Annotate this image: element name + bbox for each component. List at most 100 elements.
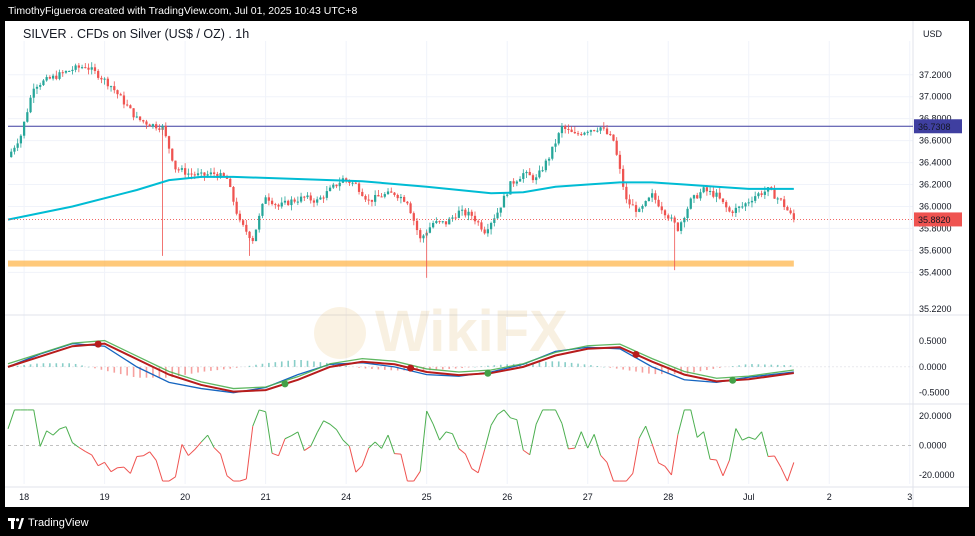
osc-segment (297, 431, 305, 451)
symbol-title[interactable]: SILVER . CFDs on Silver (US$ / OZ) . 1h (23, 27, 250, 41)
candle-body (431, 222, 435, 228)
osc-segment (85, 450, 92, 456)
macd-histogram-bar (751, 364, 753, 367)
candle-body (483, 229, 486, 234)
candle-body (119, 94, 122, 96)
macd-histogram-bar (435, 366, 438, 370)
candle-body (792, 213, 795, 220)
macd-histogram-bar (74, 363, 77, 367)
osc-segment (355, 465, 363, 473)
time-axis-label: 18 (19, 492, 29, 502)
osc-segment (477, 449, 486, 473)
candle-body (13, 147, 16, 152)
candle-body (148, 124, 151, 127)
macd-histogram-bar (274, 362, 277, 367)
candle-body (415, 220, 419, 231)
candle-body (486, 229, 490, 234)
candle-body (296, 201, 299, 203)
candle-body (622, 168, 625, 187)
macd-histogram-bar (319, 362, 322, 367)
osc-segment (413, 471, 421, 482)
candle-body (122, 95, 126, 105)
macd-histogram-bar (770, 364, 773, 367)
macd-histogram-bar (718, 366, 721, 368)
candle-body (506, 194, 509, 196)
osc-segment (220, 453, 228, 476)
osc-segment (638, 425, 647, 439)
macd-histogram-bar (731, 366, 734, 367)
candle-body (332, 184, 335, 188)
time-axis-label: 19 (100, 492, 110, 502)
osc-segment (451, 433, 460, 449)
candle-body (444, 221, 448, 225)
osc-segment (342, 439, 350, 447)
macd-histogram-bar (693, 366, 695, 373)
candle-body (106, 78, 109, 87)
candle-body (222, 173, 225, 177)
candle-body (238, 213, 242, 221)
osc-segment (329, 423, 337, 431)
osc-segment (722, 460, 730, 476)
candle-body (612, 134, 615, 141)
macd-cross-down-marker (407, 364, 415, 372)
candle-body (609, 134, 612, 136)
candle-body (280, 202, 283, 207)
price-tick-label: 36.6000 (919, 136, 952, 146)
last-price-tag (914, 212, 962, 227)
candle-body (712, 191, 715, 197)
osc-segment (46, 430, 54, 436)
macd-histogram-bar (667, 366, 670, 375)
candle-body (319, 197, 322, 200)
candle-body (293, 199, 296, 202)
candle-body (747, 202, 750, 204)
osc-segment (458, 448, 466, 455)
candle-body (786, 207, 789, 211)
macd-histogram-bar (712, 366, 715, 369)
candle-body (634, 205, 638, 212)
candle-body (779, 198, 783, 200)
candle-body (16, 143, 19, 148)
candle-body (232, 186, 235, 202)
osc-segment (645, 425, 653, 445)
candle-body (512, 181, 515, 184)
candle-body (328, 187, 332, 192)
osc-segment (696, 431, 704, 438)
candle-body (499, 207, 502, 213)
macd-histogram-bar (396, 366, 399, 371)
macd-histogram-bar (23, 365, 25, 367)
candle-body (531, 175, 535, 181)
osc-segment (484, 425, 492, 450)
ma-line (7, 175, 794, 221)
macd-histogram-bar (68, 363, 70, 367)
osc-segment (259, 409, 266, 413)
candle-body (264, 197, 267, 204)
osc-segment (110, 467, 118, 473)
osc-segment (786, 462, 795, 482)
signal-line (7, 342, 794, 393)
osc-segment (742, 436, 749, 441)
time-axis-label: 20 (180, 492, 190, 502)
osc-segment (117, 466, 124, 469)
candle-body (171, 148, 174, 161)
candle-body (676, 222, 680, 231)
candle-body (618, 154, 622, 169)
candle-body (663, 210, 667, 216)
macd-histogram-bar (152, 366, 154, 378)
candle-body (631, 204, 634, 206)
candle-body (51, 75, 55, 79)
osc-segment (284, 435, 292, 440)
candle-body (741, 206, 744, 208)
candle-body (229, 178, 232, 187)
macd-cross-up-marker (281, 380, 289, 388)
macd-histogram-bar (641, 366, 644, 373)
candle-body (480, 222, 483, 230)
candle-body (283, 200, 287, 203)
osc-segment (497, 409, 505, 415)
candle-body (187, 173, 190, 175)
chart-panel[interactable]: WikiFX USD 37.2000 37.0000 36.8000 36.6000 36… (5, 21, 969, 507)
chart-svg[interactable]: WikiFX USD37.200037.000036.800036.600036… (5, 21, 969, 507)
osc-segment (490, 414, 498, 426)
candle-body (135, 116, 138, 118)
candle-body (715, 192, 718, 197)
